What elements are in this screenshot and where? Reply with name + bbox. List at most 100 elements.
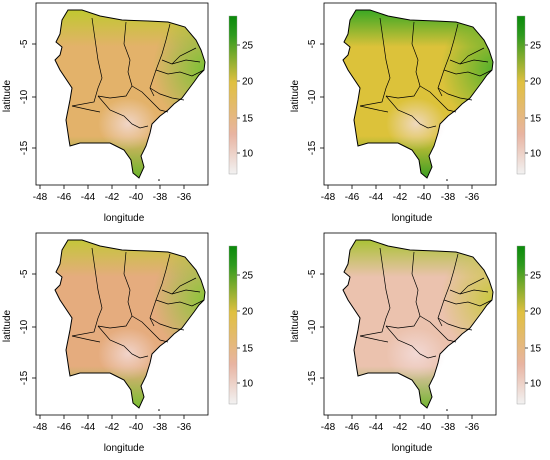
colorbar-tick-label: 20 (530, 307, 542, 318)
state-border (359, 105, 389, 113)
x-tick-label: -36 (177, 422, 192, 433)
state-border (449, 59, 489, 65)
map-panel-bottom-left: -48 -46 -44 -42 -40 -38 -36 -5 -10 -15 longitude la… (2, 232, 254, 454)
x-tick-label: -36 (465, 192, 480, 203)
y-axis-label: latitude (2, 309, 13, 342)
x-tick-label: -42 (393, 192, 408, 203)
x-axis-label: longitude (104, 443, 145, 454)
state-border (161, 59, 201, 65)
region-outline (54, 9, 206, 179)
x-tick-label: -40 (129, 422, 144, 433)
state-border (71, 17, 103, 107)
state-border (149, 317, 185, 331)
y-tick-label: -15 (19, 140, 30, 155)
colorbar-tick-label: 10 (530, 149, 542, 160)
region-pale-patch (98, 328, 158, 380)
region-outline (342, 239, 494, 409)
y-tick-label: -5 (307, 39, 318, 48)
region-pale-patch (386, 98, 446, 150)
colorbar (516, 15, 526, 175)
y-axis-label: latitude (290, 79, 301, 112)
island-dot (446, 409, 448, 411)
colorbar (516, 245, 526, 405)
state-border (449, 289, 489, 295)
colorbar-tick-label: 15 (242, 114, 254, 125)
state-border (385, 251, 421, 329)
y-tick-label: -10 (19, 89, 30, 104)
colorbar (228, 15, 238, 175)
state-border (71, 105, 101, 113)
y-axis-label: latitude (290, 309, 301, 342)
map-panel-top-left: -48 -46 -44 -42 -40 -38 -36 -5 -10 -15 longitude la… (2, 2, 254, 224)
region-east-shade (343, 10, 493, 178)
x-tick-label: -40 (129, 192, 144, 203)
state-border (385, 21, 421, 99)
x-tick-label: -38 (153, 422, 168, 433)
state-border (97, 21, 133, 99)
state-border (155, 299, 205, 307)
y-tick-label: -15 (19, 370, 30, 385)
x-tick-label: -38 (441, 192, 456, 203)
state-border (149, 23, 171, 97)
x-tick-label: -36 (465, 422, 480, 433)
colorbar-tick-label: 15 (530, 114, 542, 125)
state-border (149, 253, 171, 327)
x-tick-label: -42 (105, 192, 120, 203)
x-axis-label: longitude (104, 213, 145, 224)
colorbar-tick-label: 10 (530, 379, 542, 390)
state-border (131, 315, 169, 343)
x-tick-label: -36 (177, 192, 192, 203)
colorbar-tick-label: 20 (530, 77, 542, 88)
state-border (97, 325, 149, 359)
x-tick-label: -48 (321, 422, 336, 433)
x-tick-label: -44 (369, 192, 384, 203)
map-panel-bottom-right: -48 -46 -44 -42 -40 -38 -36 -5 -10 -15 longitude la… (290, 232, 542, 454)
state-border (71, 335, 101, 343)
state-border (359, 247, 391, 337)
x-tick-label: -38 (441, 422, 456, 433)
region-outline (342, 9, 494, 179)
x-tick-label: -46 (345, 422, 360, 433)
state-border (419, 85, 457, 113)
region-east-shade (55, 240, 205, 408)
y-tick-label: -10 (19, 319, 30, 334)
x-tick-label: -46 (345, 192, 360, 203)
x-tick-label: -48 (33, 192, 48, 203)
state-border (71, 247, 103, 337)
island-dot (158, 179, 160, 181)
x-tick-label: -42 (105, 422, 120, 433)
y-tick-label: -10 (307, 319, 318, 334)
colorbar-tick-label: 15 (242, 344, 254, 355)
y-tick-label: -15 (307, 140, 318, 155)
x-tick-label: -40 (417, 192, 432, 203)
x-tick-label: -44 (81, 422, 96, 433)
region-pale-patch (386, 328, 446, 380)
state-border (437, 87, 473, 101)
state-border (131, 85, 169, 113)
state-border (149, 87, 185, 101)
state-border (385, 95, 437, 129)
state-border (155, 69, 205, 77)
state-border (161, 289, 201, 295)
map-panel-top-right: -48 -46 -44 -42 -40 -38 -36 -5 -10 -15 longitude la… (290, 2, 542, 224)
colorbar-tick-label: 20 (242, 77, 254, 88)
region-east-shade (343, 240, 493, 408)
state-border (359, 335, 389, 343)
state-border (171, 277, 197, 295)
colorbar-tick-label: 10 (242, 379, 254, 390)
y-tick-label: -5 (307, 269, 318, 278)
island-dot (446, 179, 448, 181)
region-east-shade (55, 10, 205, 178)
x-tick-label: -42 (393, 422, 408, 433)
x-tick-label: -44 (81, 192, 96, 203)
state-border (171, 47, 197, 65)
colorbar-tick-label: 20 (242, 307, 254, 318)
state-border (419, 315, 457, 343)
x-tick-label: -48 (321, 192, 336, 203)
colorbar-tick-label: 15 (530, 344, 542, 355)
region-outline (54, 239, 206, 409)
x-tick-label: -44 (369, 422, 384, 433)
colorbar-tick-label: 10 (242, 149, 254, 160)
